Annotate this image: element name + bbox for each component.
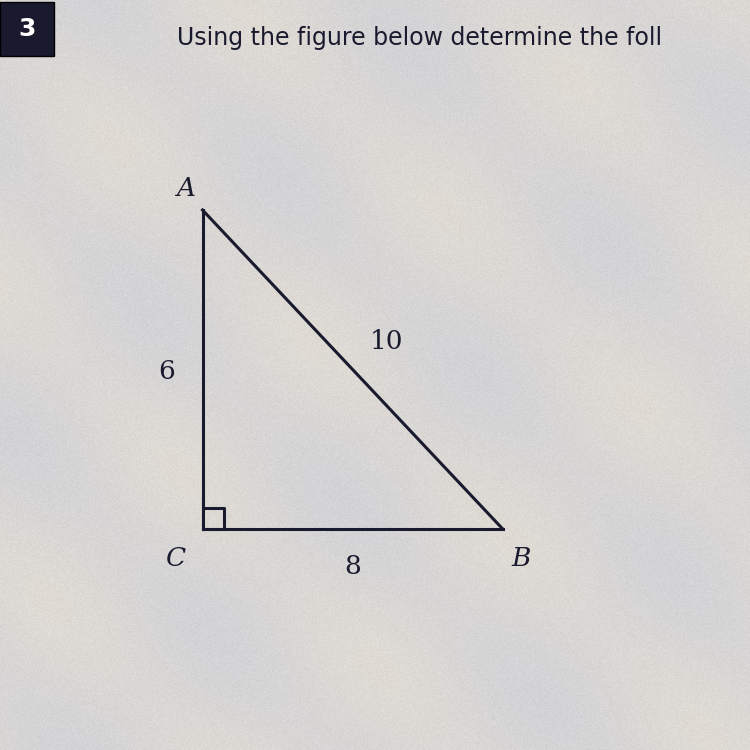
Text: Using the figure below determine the foll: Using the figure below determine the fol… [178, 26, 662, 50]
Text: A: A [176, 176, 196, 202]
Text: B: B [512, 546, 531, 572]
Text: 6: 6 [158, 358, 175, 384]
FancyBboxPatch shape [0, 2, 54, 56]
Text: C: C [166, 546, 186, 572]
Text: 10: 10 [370, 328, 403, 354]
Text: 3: 3 [18, 17, 36, 41]
Text: 8: 8 [344, 554, 361, 579]
